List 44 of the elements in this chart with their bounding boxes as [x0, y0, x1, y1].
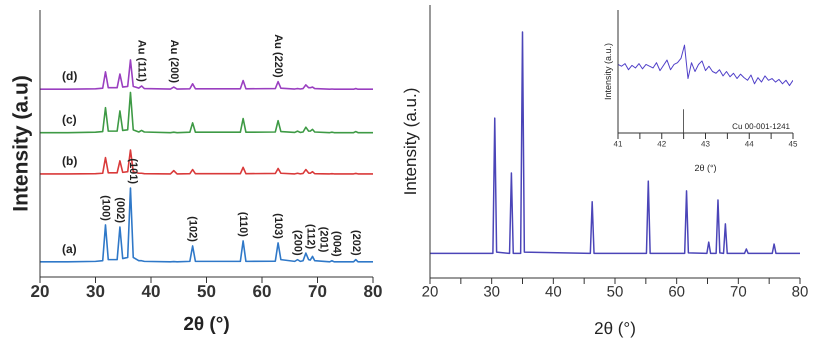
- y-axis-title: Intensity (a.u.): [401, 88, 420, 196]
- x-tick-label: 20: [30, 282, 50, 302]
- x-tick-label: 40: [544, 284, 562, 301]
- x-tick-label: 30: [483, 284, 500, 301]
- annotation: (002): [114, 197, 126, 224]
- x-tick-label: 45: [788, 140, 798, 149]
- y-axis-title: Intensity (a.u): [9, 75, 32, 212]
- x-tick-label: 20: [422, 284, 438, 301]
- x-tick-label: 60: [668, 284, 686, 301]
- x-tick-label: 41: [614, 140, 623, 149]
- y-axis-title: Intensity (a.u.): [603, 42, 614, 100]
- series-label: (b): [62, 154, 78, 168]
- x-axis-title: 2θ (°): [694, 163, 717, 173]
- annotation: Au (111): [136, 40, 148, 82]
- annotation: Cu 00-001-1241: [732, 122, 791, 131]
- annotation: (102): [186, 216, 199, 242]
- series-label: (d): [62, 69, 78, 84]
- x-tick-label: 80: [792, 284, 808, 301]
- annotation: (004): [330, 231, 343, 258]
- x-tick-label: 50: [606, 284, 624, 301]
- x-tick-label: 40: [142, 282, 160, 302]
- x-tick-label: 44: [744, 140, 754, 149]
- annotation: (101): [126, 158, 139, 184]
- annotation: (202): [350, 230, 362, 256]
- annotation: Au (200): [168, 40, 180, 84]
- series-label: (c): [62, 112, 77, 127]
- annotation: (112): [304, 224, 317, 250]
- x-axis-title: 2θ (°): [183, 314, 230, 335]
- x-tick-label: 70: [730, 284, 747, 301]
- x-tick-label: 30: [86, 282, 105, 302]
- annotation: (110): [237, 212, 250, 238]
- annotation: Au (220): [272, 34, 284, 78]
- x-tick-label: 42: [657, 140, 667, 149]
- x-axis-title: 2θ (°): [594, 319, 636, 338]
- annotation: (100): [99, 195, 112, 222]
- x-tick-label: 80: [364, 282, 382, 302]
- x-tick-label: 70: [308, 282, 327, 302]
- x-tick-label: 43: [701, 140, 710, 149]
- annotation: (201): [318, 226, 330, 253]
- x-tick-label: 60: [252, 282, 272, 302]
- x-tick-label: 50: [197, 282, 216, 302]
- series-label: (a): [62, 242, 77, 256]
- annotation: (103): [272, 213, 284, 240]
- annotation: (200): [292, 230, 304, 256]
